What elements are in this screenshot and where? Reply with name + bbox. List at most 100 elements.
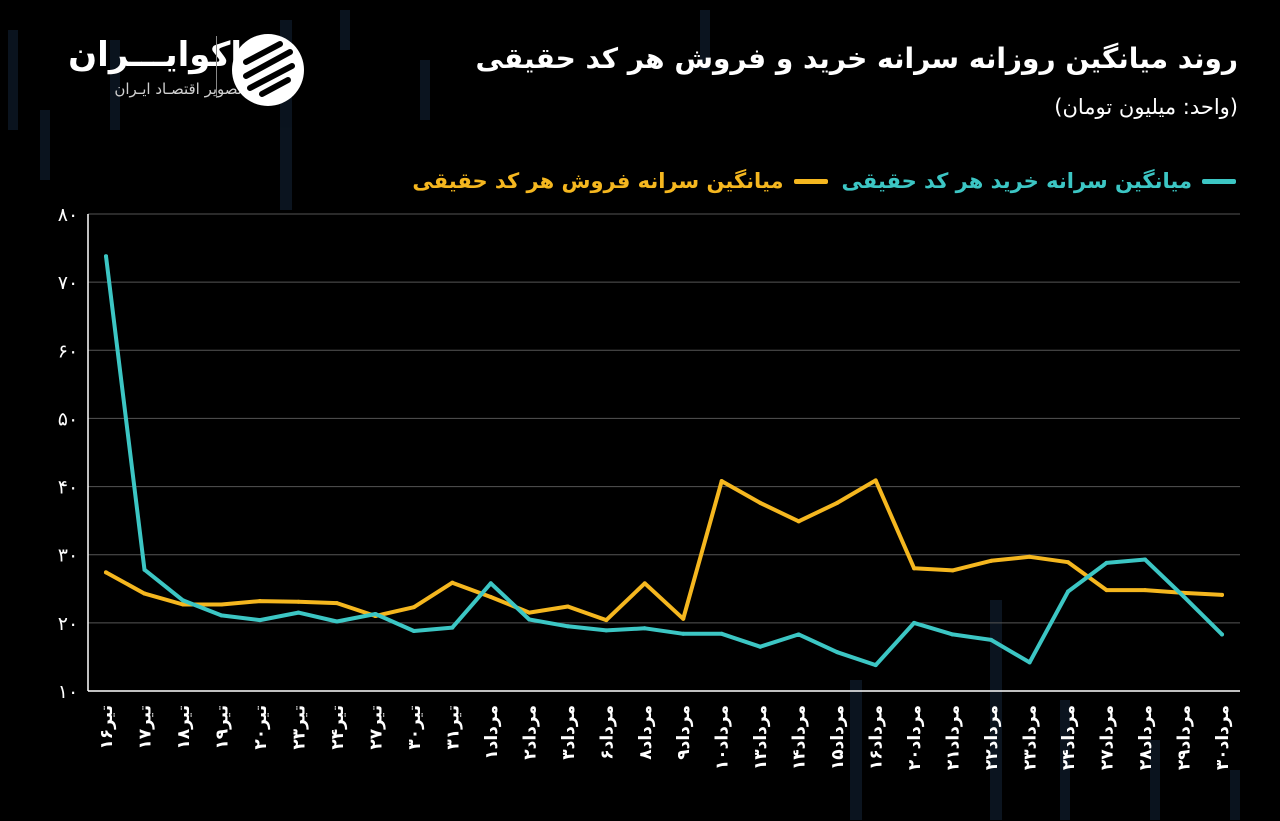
x-tick-label: ۶مرداد <box>597 705 617 760</box>
x-tick-label: ۲۱مرداد <box>944 705 964 770</box>
data-point-buy <box>1066 589 1071 594</box>
data-point-buy <box>1220 632 1224 637</box>
data-point-sell <box>989 558 994 563</box>
x-tick-label: ۲۷تیر <box>366 705 386 750</box>
data-point-buy <box>104 254 108 259</box>
data-point-sell <box>642 581 647 586</box>
legend-item-buy: میانگین سرانه خرید هر کد حقیقی <box>842 169 1236 193</box>
chart-title: روند میانگین روزانه سرانه خرید و فروش هر… <box>475 42 1238 75</box>
x-tick-label: ۱۰مرداد <box>713 705 733 770</box>
x-tick-label: ۱۵مرداد <box>828 705 848 770</box>
legend-label-sell: میانگین سرانه فروش هر کد حقیقی <box>412 169 784 193</box>
data-point-sell <box>719 479 724 484</box>
x-tick-label: ۲۰مرداد <box>905 705 925 770</box>
legend-item-sell: میانگین سرانه فروش هر کد حقیقی <box>412 169 828 193</box>
data-point-buy <box>912 620 917 625</box>
x-tick-label: ۱۶تیر <box>97 705 117 750</box>
data-point-sell <box>1027 554 1032 559</box>
data-point-buy <box>334 619 339 624</box>
data-point-sell <box>411 605 416 610</box>
data-point-buy <box>873 663 878 668</box>
data-point-sell <box>1066 560 1071 565</box>
x-tick-label: ۲۸مرداد <box>1136 705 1156 770</box>
x-tick-label: ۱۴مرداد <box>790 705 810 770</box>
y-tick-label: ۷۰ <box>58 272 78 294</box>
brand-separator <box>216 36 217 98</box>
x-tick-label: ۲۹مرداد <box>1175 705 1195 770</box>
data-point-sell <box>219 602 224 607</box>
data-point-buy <box>296 610 301 615</box>
data-point-sell <box>873 478 878 483</box>
data-point-buy <box>180 598 185 603</box>
x-tick-label: ۳۰تیر <box>405 705 425 750</box>
data-point-sell <box>450 580 455 585</box>
data-point-buy <box>1181 594 1186 599</box>
data-point-buy <box>257 618 262 623</box>
data-point-buy <box>488 581 493 586</box>
data-point-buy <box>1143 557 1148 562</box>
brand: اکوایـــران تصویر اقتصـاد ایـران <box>40 30 320 110</box>
chart-legend: میانگین سرانه خرید هر کد حقیقی میانگین س… <box>412 166 1236 196</box>
x-tick-label: ۱۹تیر <box>212 705 232 750</box>
data-point-sell <box>488 594 493 599</box>
data-point-sell <box>565 604 570 609</box>
y-tick-label: ۲۰ <box>58 613 78 635</box>
x-tick-label: ۲۳تیر <box>289 705 309 750</box>
data-point-sell <box>104 570 108 575</box>
x-tick-label: ۸مرداد <box>636 705 656 760</box>
series-line-sell <box>104 478 1224 623</box>
data-point-buy <box>1104 560 1109 565</box>
y-tick-label: ۸۰ <box>58 204 78 226</box>
y-tick-label: ۵۰ <box>58 408 78 430</box>
x-tick-label: ۲مرداد <box>520 705 540 760</box>
data-point-buy <box>642 626 647 631</box>
data-point-buy <box>989 637 994 642</box>
data-point-sell <box>296 599 301 604</box>
y-tick-label: ۱۰ <box>58 681 78 703</box>
y-tick-label: ۴۰ <box>58 477 78 499</box>
data-point-buy <box>450 625 455 630</box>
data-point-sell <box>334 601 339 606</box>
data-point-buy <box>950 632 955 637</box>
data-point-buy <box>758 644 763 649</box>
y-tick-label: ۳۰ <box>58 545 78 567</box>
x-tick-label: ۲۲مرداد <box>982 705 1002 770</box>
x-tick-label: ۲۰تیر <box>251 705 271 750</box>
brand-tagline: تصویر اقتصـاد ایـران <box>114 80 242 98</box>
x-tick-label: ۳۱تیر <box>443 705 463 750</box>
data-point-buy <box>373 611 378 616</box>
data-point-sell <box>527 610 532 615</box>
x-tick-label: ۱مرداد <box>482 705 502 760</box>
data-point-buy <box>142 567 147 572</box>
x-tick-label: ۳مرداد <box>559 705 579 760</box>
legend-label-buy: میانگین سرانه خرید هر کد حقیقی <box>841 169 1192 193</box>
data-point-buy <box>219 613 224 618</box>
x-tick-label: ۲۷مرداد <box>1098 705 1118 770</box>
brand-logo-icon <box>232 34 304 106</box>
x-tick-label: ۱۳مرداد <box>751 705 771 770</box>
x-tick-label: ۲۴مرداد <box>1059 705 1079 770</box>
x-tick-label: ۲۴تیر <box>328 705 348 750</box>
data-point-buy <box>796 632 801 637</box>
data-point-sell <box>1143 588 1148 593</box>
data-point-buy <box>411 629 416 634</box>
data-point-sell <box>1104 588 1109 593</box>
series-line-buy <box>104 254 1224 668</box>
data-point-sell <box>835 500 840 505</box>
x-tick-label: ۳۰مرداد <box>1213 705 1233 770</box>
data-point-sell <box>1220 592 1224 597</box>
data-point-buy <box>604 628 609 633</box>
legend-swatch-sell <box>793 178 828 184</box>
data-point-buy <box>835 650 840 655</box>
data-point-sell <box>796 519 801 524</box>
data-point-sell <box>180 602 185 607</box>
data-point-sell <box>912 566 917 571</box>
x-tick-label: ۱۶مرداد <box>867 705 887 770</box>
data-point-buy <box>681 631 686 636</box>
data-point-buy <box>565 624 570 629</box>
x-tick-label: ۹مرداد <box>674 705 694 760</box>
x-tick-label: ۲۳مرداد <box>1021 705 1041 770</box>
legend-swatch-buy <box>1202 178 1236 184</box>
data-point-sell <box>950 568 955 573</box>
